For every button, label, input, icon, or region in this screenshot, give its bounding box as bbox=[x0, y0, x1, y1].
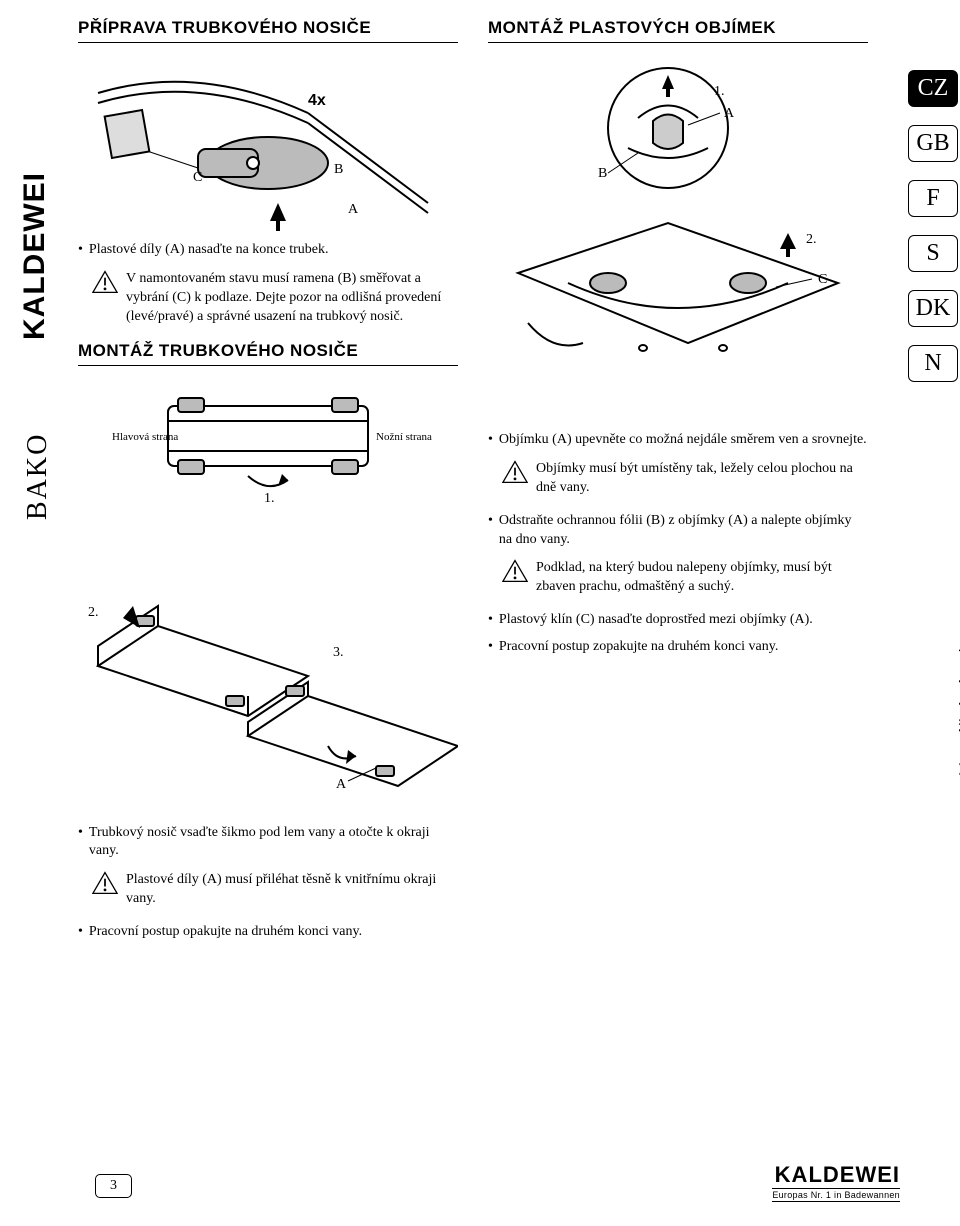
figure-carrier-frame: Hlavová strana Nožní strana 1. bbox=[78, 376, 458, 506]
warning-icon bbox=[502, 559, 528, 583]
right-warning-2: Podklad, na který budou nalepeny objímky… bbox=[502, 559, 868, 597]
brand-vertical: KALDEWEI bbox=[18, 172, 52, 340]
svg-text:C: C bbox=[818, 272, 827, 287]
right-title: MONTÁŽ PLASTOVÝCH OBJÍMEK bbox=[488, 18, 868, 43]
bullet-dot: • bbox=[78, 824, 83, 862]
page-number: 3 bbox=[95, 1174, 132, 1198]
svg-text:B: B bbox=[598, 166, 607, 181]
warning-icon bbox=[92, 871, 118, 895]
svg-text:Hlavová strana: Hlavová strana bbox=[112, 431, 178, 443]
figure-carrier-steps: 2. 3. A bbox=[78, 556, 458, 816]
page-content: PŘÍPRAVA TRUBKOVÉHO NOSIČE bbox=[78, 0, 948, 950]
left-warning-1: V namontovaném stavu musí ramena (B) smě… bbox=[92, 270, 458, 327]
right-warning-1-text: Objímky musí být umístěny tak, ležely ce… bbox=[536, 460, 868, 498]
bullet-dot: • bbox=[488, 611, 493, 630]
svg-text:1.: 1. bbox=[714, 84, 725, 99]
footer-brand-tagline: Europas Nr. 1 in Badewannen bbox=[772, 1188, 900, 1202]
left-bullet-1-text: Plastové díly (A) nasaďte na konce trube… bbox=[89, 241, 329, 260]
right-warning-1: Objímky musí být umístěny tak, ležely ce… bbox=[502, 460, 868, 498]
svg-text:B: B bbox=[334, 162, 343, 177]
left-title-1: PŘÍPRAVA TRUBKOVÉHO NOSIČE bbox=[78, 18, 458, 43]
left-bullet-1: • Plastové díly (A) nasaďte na konce tru… bbox=[78, 241, 458, 260]
left-bullet-3: • Pracovní postup opakujte na druhém kon… bbox=[78, 923, 458, 942]
right-bullet-1-text: Objímku (A) upevněte co možná nejdále sm… bbox=[499, 431, 867, 450]
bako-vertical: BAKO bbox=[22, 433, 54, 520]
left-warning-2: Plastové díly (A) musí přiléhat těsně k … bbox=[92, 871, 458, 909]
right-warning-2-text: Podklad, na který budou nalepeny objímky… bbox=[536, 559, 868, 597]
warning-icon bbox=[502, 460, 528, 484]
svg-text:A: A bbox=[336, 777, 347, 792]
svg-text:2.: 2. bbox=[806, 232, 817, 247]
right-bullet-2-text: Odstraňte ochrannou fólii (B) z objímky … bbox=[499, 512, 868, 550]
left-warning-2-text: Plastové díly (A) musí přiléhat těsně k … bbox=[126, 871, 458, 909]
right-bullet-3-text: Plastový klín (C) nasaďte doprostřed mez… bbox=[499, 611, 813, 630]
warning-icon bbox=[92, 270, 118, 294]
bullet-dot: • bbox=[488, 638, 493, 657]
svg-text:C: C bbox=[193, 170, 202, 185]
left-title-2: MONTÁŽ TRUBKOVÉHO NOSIČE bbox=[78, 341, 458, 366]
svg-text:2.: 2. bbox=[88, 605, 99, 620]
right-bullet-1: • Objímku (A) upevněte co možná nejdále … bbox=[488, 431, 868, 450]
svg-text:Nožní strana: Nožní strana bbox=[376, 431, 432, 443]
vertical-doc-label: Montážní návod Vodoinstalatér bbox=[956, 580, 960, 776]
figure-clamps: 1. A B 2. bbox=[488, 53, 868, 423]
svg-text:1.: 1. bbox=[264, 491, 275, 506]
figure-carrier-prep: 4x C B A bbox=[78, 53, 458, 233]
footer-brand-name: KALDEWEI bbox=[772, 1162, 900, 1188]
right-column: MONTÁŽ PLASTOVÝCH OBJÍMEK 1. A B bbox=[488, 18, 868, 950]
left-bullet-2: • Trubkový nosič vsaďte šikmo pod lem va… bbox=[78, 824, 458, 862]
right-bullet-4: • Pracovní postup zopakujte na druhém ko… bbox=[488, 638, 868, 657]
bullet-dot: • bbox=[78, 241, 83, 260]
bullet-dot: • bbox=[488, 512, 493, 550]
left-warning-1-text: V namontovaném stavu musí ramena (B) smě… bbox=[126, 270, 458, 327]
svg-text:A: A bbox=[348, 202, 359, 217]
right-bullet-4-text: Pracovní postup zopakujte na druhém konc… bbox=[499, 638, 778, 657]
qty-label: 4x bbox=[308, 92, 326, 109]
left-bullet-2-text: Trubkový nosič vsaďte šikmo pod lem vany… bbox=[89, 824, 458, 862]
right-bullet-2: • Odstraňte ochrannou fólii (B) z objímk… bbox=[488, 512, 868, 550]
bullet-dot: • bbox=[488, 431, 493, 450]
left-bullet-3-text: Pracovní postup opakujte na druhém konci… bbox=[89, 923, 362, 942]
footer-brand: KALDEWEI Europas Nr. 1 in Badewannen bbox=[772, 1162, 900, 1202]
left-column: PŘÍPRAVA TRUBKOVÉHO NOSIČE bbox=[78, 18, 458, 950]
svg-text:3.: 3. bbox=[333, 645, 344, 660]
svg-text:A: A bbox=[724, 106, 735, 121]
vertical-doc-title: Montážní návod bbox=[956, 648, 960, 776]
right-bullet-3: • Plastový klín (C) nasaďte doprostřed m… bbox=[488, 611, 868, 630]
bullet-dot: • bbox=[78, 923, 83, 942]
